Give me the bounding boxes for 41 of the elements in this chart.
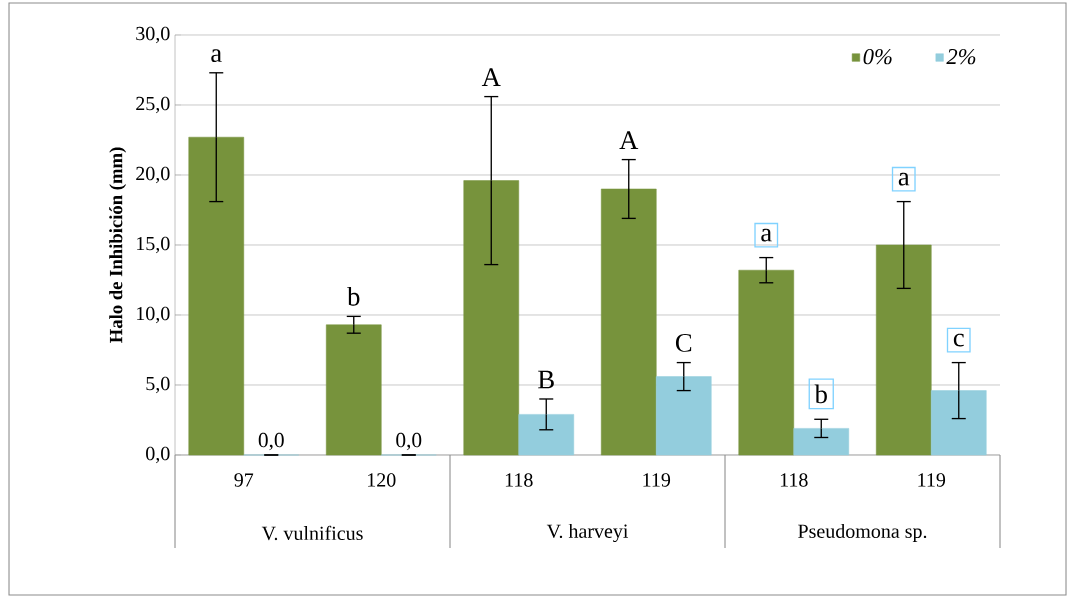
annotation: b bbox=[347, 286, 360, 306]
bar bbox=[655, 376, 712, 456]
bar bbox=[930, 390, 987, 456]
y-tick-label: 30,0 bbox=[136, 26, 170, 44]
annotation: B bbox=[538, 370, 554, 389]
text: V. harveyi bbox=[546, 523, 629, 543]
bar bbox=[875, 244, 932, 456]
x-tick-label: 118 bbox=[780, 473, 808, 487]
data-label: 0,0 bbox=[396, 432, 422, 451]
x-tick-label: 119 bbox=[643, 473, 671, 487]
y-tick-label: 25,0 bbox=[136, 96, 170, 114]
annotation: b bbox=[814, 384, 827, 404]
annotation: a bbox=[761, 228, 772, 242]
x-tick-label: 119 bbox=[918, 473, 946, 487]
bar bbox=[518, 414, 575, 456]
bar bbox=[463, 180, 520, 456]
annotation: a bbox=[898, 172, 910, 186]
legend-label: 0% bbox=[863, 48, 892, 65]
data-label: 0,0 bbox=[258, 432, 284, 451]
y-tick-label: 0,0 bbox=[146, 446, 170, 464]
bar bbox=[188, 136, 245, 456]
y-tick-label: 10,0 bbox=[137, 306, 170, 324]
bar bbox=[738, 269, 795, 456]
y-axis-title: Halo de Inhibición (mm) bbox=[109, 147, 127, 343]
legend-label: 2% bbox=[946, 48, 976, 65]
annotation: c bbox=[953, 333, 964, 347]
annotation: A bbox=[481, 68, 501, 86]
bar bbox=[600, 188, 657, 456]
x-tick-label: 118 bbox=[505, 473, 533, 487]
bar bbox=[793, 428, 850, 456]
y-tick-label: 5,0 bbox=[146, 376, 170, 394]
y-tick-label: 20,0 bbox=[136, 166, 170, 184]
annotation: C bbox=[675, 333, 692, 352]
annotation: a bbox=[211, 49, 222, 63]
x-tick-label: 97 bbox=[234, 473, 254, 487]
y-tick-label: 15,0 bbox=[137, 236, 170, 254]
annotation: A bbox=[619, 131, 639, 149]
text: V. vulnificus bbox=[261, 525, 363, 541]
x-tick-label: 120 bbox=[368, 473, 396, 487]
text: Pseudomona sp. bbox=[798, 523, 927, 543]
bar bbox=[325, 324, 382, 456]
